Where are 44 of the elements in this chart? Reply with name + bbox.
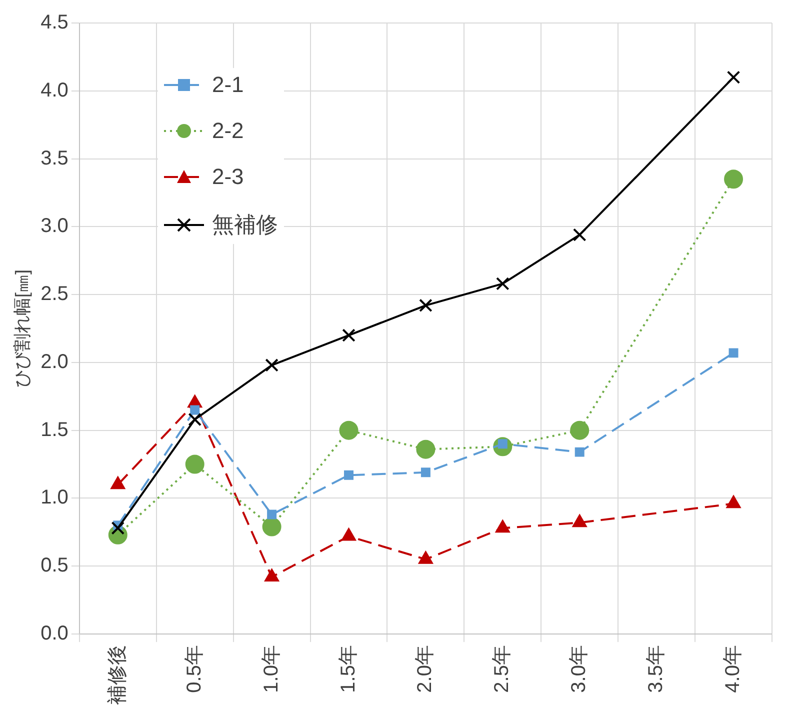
y-tick-label: 4.0 bbox=[40, 79, 68, 102]
y-axis-title: ひび割れ幅[㎜] bbox=[12, 269, 32, 388]
point bbox=[570, 420, 590, 440]
point bbox=[574, 447, 584, 457]
point bbox=[339, 420, 358, 440]
legend-label: 2-1 bbox=[212, 72, 244, 98]
legend-label: 2-3 bbox=[212, 164, 244, 190]
x-tick-label: 2.5年 bbox=[491, 645, 514, 693]
point bbox=[496, 277, 510, 290]
point bbox=[416, 440, 436, 459]
point bbox=[726, 70, 740, 84]
point bbox=[342, 328, 356, 342]
legend-label: 無補修 bbox=[212, 211, 278, 239]
point bbox=[344, 470, 354, 480]
point bbox=[188, 412, 202, 426]
x-tick-label: 1.0年 bbox=[260, 645, 282, 693]
point bbox=[265, 358, 278, 372]
x-tick-label: 1.5年 bbox=[337, 645, 360, 693]
x-tick-label: 補修後 bbox=[106, 645, 128, 705]
x-tick-label: 3.0年 bbox=[568, 645, 590, 693]
x-tick-label: 0.5年 bbox=[183, 645, 206, 693]
y-tick-label: 0.0 bbox=[40, 622, 68, 645]
y-tick-label: 1.5 bbox=[40, 418, 68, 441]
y-tick-label: 3.0 bbox=[40, 215, 68, 238]
y-tick-label: 2.0 bbox=[40, 350, 68, 373]
x-tick-label: 3.5年 bbox=[645, 645, 668, 693]
y-tick-label: 3.5 bbox=[40, 147, 68, 170]
point bbox=[111, 521, 125, 535]
legend-label: 2-2 bbox=[212, 118, 244, 144]
y-tick-label: 1.0 bbox=[40, 486, 68, 509]
point bbox=[728, 348, 738, 358]
point bbox=[572, 228, 586, 242]
y-tick-label: 0.5 bbox=[40, 554, 68, 577]
point bbox=[262, 517, 282, 536]
point bbox=[185, 454, 204, 474]
point bbox=[267, 510, 277, 520]
point bbox=[420, 468, 430, 478]
point bbox=[419, 298, 432, 312]
y-tick-label: 2.5 bbox=[40, 283, 68, 306]
x-tick-label: 4.0年 bbox=[722, 645, 744, 693]
x-tick-label: 2.0年 bbox=[414, 645, 436, 693]
y-tick-label: 4.5 bbox=[40, 12, 68, 34]
point bbox=[724, 170, 744, 189]
point bbox=[190, 405, 200, 415]
